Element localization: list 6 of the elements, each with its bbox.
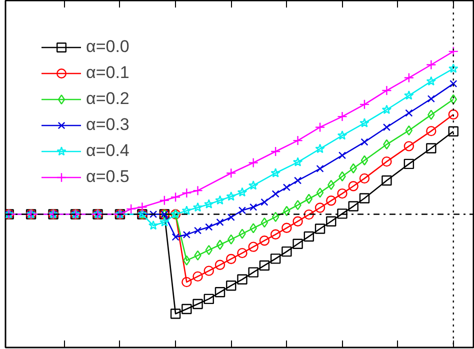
legend-label: α=0.5: [86, 166, 130, 188]
legend-label: α=0.0: [86, 36, 130, 58]
legend-label: α=0.2: [86, 88, 130, 110]
legend-label: α=0.1: [86, 62, 130, 84]
legend-label: α=0.4: [86, 140, 130, 162]
legend-label: α=0.3: [86, 114, 130, 136]
